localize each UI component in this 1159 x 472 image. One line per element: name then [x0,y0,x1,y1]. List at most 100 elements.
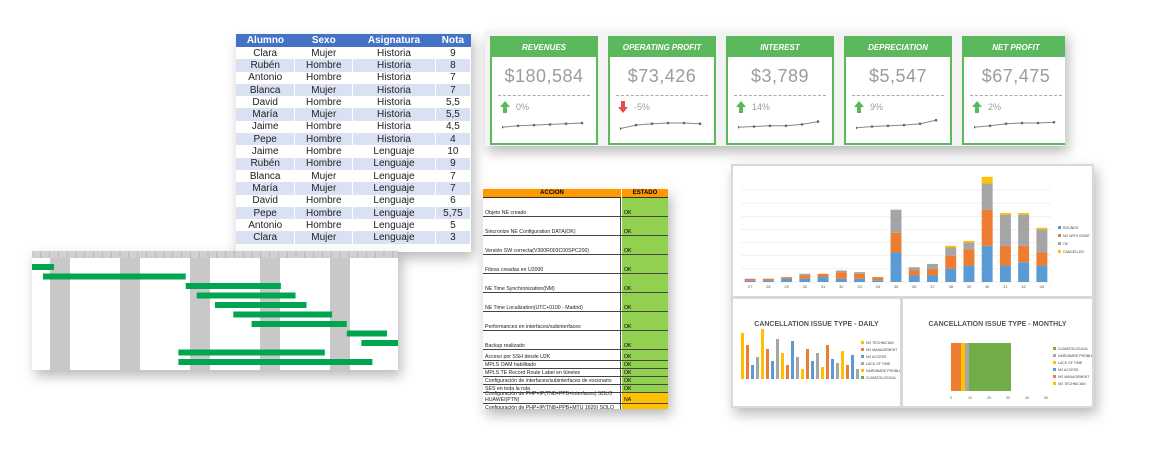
stacked-bar-segment [872,280,884,282]
sparkline-point [918,122,922,125]
legend-label: CLIMATOLOGICAL [1058,347,1088,351]
table-cell: Hombre [294,120,354,134]
stacked-bar-segment [963,240,975,243]
stacked-bar-segment [981,245,993,282]
legend-label: NO MANAGEMENT [1058,375,1090,379]
table-cell: Lenguaje [352,145,436,158]
x-tick-label: 29 [784,284,789,289]
table-cell: Lenguaje [352,219,436,232]
stacked-bar-segment [981,176,993,184]
estado-cell: OK [622,236,668,254]
accion-cell: Versión SW correcta(V300R003C00SPC200) [483,236,621,254]
stacked-bar-segment [835,270,847,273]
stacked-bar-segment [1036,252,1048,266]
table-cell: Historia [352,96,436,109]
estado-cell: OK [622,198,668,216]
x-tick-label: 33 [857,284,862,289]
table-cell: Jaime [236,145,296,158]
monthly-bar-segment [961,343,965,391]
stacked-bar-segment [999,245,1011,266]
table-cell: 5,75 [435,206,471,220]
legend-swatch [861,341,864,344]
gantt-bar [215,302,307,308]
table-cell: 4,5 [435,120,471,134]
estado-cell: OK [622,377,668,384]
table-row: Objeto NE creado OK [483,198,668,217]
table-row: Clara Mujer Lenguaje 3 [236,231,471,244]
gantt-bar [32,264,54,270]
x-tick-label: 30 [803,284,808,289]
estado-cell: NA [622,404,668,409]
weekly-bar-panel: 27 28 29 30 31 32 33 34 35 36 37 38 39 40 41 42 43 ROUNDS… [733,166,1092,296]
column-header: Sexo [294,34,353,47]
accion-cell: MPLS TE Record Route Label en túneles [483,369,621,376]
table-cell: 4 [435,133,471,146]
table-row: Pepe Hombre Historia 4 [236,133,471,146]
sparkline-point [1020,121,1024,125]
stacked-bar-segment [981,183,993,210]
legend-swatch [1053,375,1056,378]
table-cell: Historia [352,133,436,146]
accion-cell: Objeto NE creado [483,198,621,216]
legend-swatch [1053,354,1056,357]
table-cell: Lenguaje [352,194,436,207]
sparkline-point [532,123,536,127]
accion-cell: SES en toda la ruta [483,385,621,392]
kpi-divider [734,95,826,96]
monthly-bar-segment [969,343,1011,391]
table-cell: Hombre [294,59,354,72]
kpi-value: $3,789 [750,66,810,86]
stacked-bar-segment [945,247,957,256]
stacked-bar-segment [1036,229,1048,253]
stacked-bar-segment [1018,245,1030,263]
sparkline-point [974,125,976,129]
table-row: Antonio Hombre Lenguaje 5 [236,219,471,232]
legend-label: NO ACCESS [1058,368,1079,372]
daily-bar [776,339,779,379]
stacked-bar-segment [927,268,938,276]
stacked-bar-segment [999,265,1011,282]
estado-cell: OK [622,361,668,368]
sparkline-point [752,125,756,128]
table-cell: Mujer [294,231,354,244]
kpi-title: INTEREST [728,38,832,57]
table-row: Versión SW correcta(V300R003C00SPC200) OK [483,236,668,255]
x-tick-label: 38 [948,284,953,289]
stacked-bar-segment [1018,213,1030,215]
table-row: Rubén Hombre Historia 8 [236,59,471,72]
table-row: Acceso por SSH desde U2K OK [483,350,668,361]
table-cell: Hombre [294,145,354,158]
table-cell: Clara [236,47,296,60]
legend-swatch [861,369,864,372]
table-cell: 10 [435,145,471,158]
accion-cell: Sincronize NE Configuration DATA(OK) [483,217,621,235]
stacked-bar-segment [908,275,920,282]
x-tick-label: 40 [1025,396,1029,400]
x-tick-label: 31 [821,284,826,289]
sparkline-point [738,125,740,129]
kpi-card: INTEREST $3,789 14% [726,36,834,145]
stacked-bar-segment [762,278,774,281]
gantt-bar [233,311,333,318]
legend-swatch [861,362,864,365]
table-cell: Lenguaje [352,169,436,183]
table-cell: Hombre [294,157,354,170]
stacked-bar-segment [908,267,920,271]
stacked-bar-segment [963,242,975,250]
daily-bar [796,357,799,379]
estado-header: ESTADO [622,189,668,198]
table-cell: Mujer [294,182,354,195]
table-row: NE Time Localization(UTC+0100 - Madrid) O… [483,293,668,312]
x-tick-label: 39 [967,284,972,289]
sparkline-point [886,124,890,128]
x-tick-label: 40 [985,284,990,289]
daily-bar [791,341,794,379]
arrow-up-icon [500,101,510,113]
table-cell: Historia [352,47,436,60]
estado-cell: OK [622,255,668,273]
x-tick-label: 50 [1044,396,1048,400]
accion-cell: NE Time Synchronization(NM) [483,274,621,292]
sparkline-point [902,123,906,127]
sparkline-point [870,125,874,128]
table-cell: Mujer [294,169,354,183]
